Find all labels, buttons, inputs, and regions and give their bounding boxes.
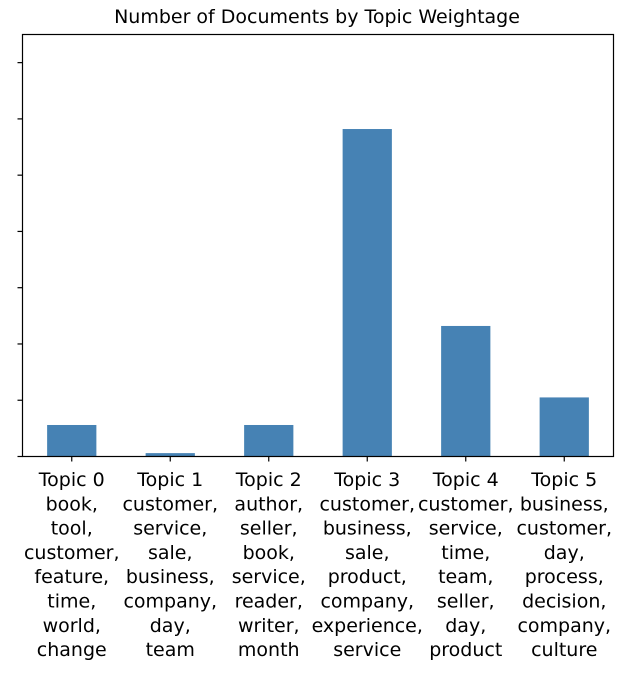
x-tick-label-line: tool, bbox=[51, 518, 93, 540]
x-tick-label-line: company, bbox=[320, 591, 414, 613]
x-tick-label-line: service, bbox=[429, 518, 503, 540]
x-tick-label-line: company, bbox=[123, 591, 217, 613]
x-tick-label-line: reader, bbox=[235, 591, 303, 613]
x-tick-label-line: customer, bbox=[516, 518, 612, 540]
x-tick-label-topic-3: Topic 3 customer, business, sale, product, co… bbox=[312, 469, 423, 661]
x-tick-label-line: day, bbox=[150, 615, 191, 637]
bar-topic-4 bbox=[441, 325, 491, 457]
x-tick-label-line: customer, bbox=[122, 493, 218, 515]
x-tick-label-line: feature, bbox=[34, 566, 109, 588]
x-tick-label-line: Topic 2 bbox=[235, 469, 302, 491]
bar-topic-5 bbox=[539, 397, 589, 457]
x-tick-label-line: service, bbox=[232, 566, 306, 588]
x-tick-label-topic-1: Topic 1 customer, service, sale, business, co… bbox=[122, 469, 218, 661]
bar-topic-2 bbox=[244, 424, 294, 457]
x-tick-label-line: team bbox=[146, 639, 195, 661]
x-tick-label-line: Topic 1 bbox=[136, 469, 203, 491]
x-tick-label-line: product bbox=[429, 639, 502, 661]
x-tick-label-line: world, bbox=[43, 615, 101, 637]
x-axis-ticks: Topic 0 book, tool, customer, feature, time, w… bbox=[24, 456, 612, 661]
x-tick-label-line: decision, bbox=[522, 591, 606, 613]
x-tick-label-line: business, bbox=[520, 493, 609, 515]
x-tick-label-line: business, bbox=[323, 518, 412, 540]
x-tick-label-line: seller, bbox=[240, 518, 298, 540]
bar-topic-3 bbox=[342, 129, 392, 457]
x-tick-label-line: customer, bbox=[418, 493, 514, 515]
x-tick-label-line: time, bbox=[47, 591, 96, 613]
y-axis-ticks bbox=[17, 62, 23, 458]
x-tick-label-topic-2: Topic 2 author, seller, book, service, reader… bbox=[232, 469, 306, 661]
x-tick-label-line: experience, bbox=[312, 615, 423, 637]
chart-title: Number of Documents by Topic Weightage bbox=[114, 6, 520, 28]
plot-frame bbox=[21, 33, 615, 458]
x-tick-label-topic-5: Topic 5 business, customer, day, process, dec… bbox=[516, 469, 612, 661]
x-tick-label-line: change bbox=[37, 639, 107, 661]
x-tick-label-line: Topic 3 bbox=[333, 469, 400, 491]
x-tick-label-line: book, bbox=[243, 542, 295, 564]
x-tick-label-line: business, bbox=[126, 566, 215, 588]
bar-topic-1 bbox=[145, 453, 195, 457]
bar-topic-0 bbox=[47, 424, 97, 457]
x-tick-label-line: Topic 0 bbox=[38, 469, 105, 491]
x-tick-label-line: culture bbox=[531, 639, 597, 661]
x-tick-label-line: customer, bbox=[319, 493, 415, 515]
x-tick-label-line: writer, bbox=[238, 615, 300, 637]
x-tick-label-topic-0: Topic 0 book, tool, customer, feature, time, w… bbox=[24, 469, 120, 661]
x-tick-label-line: process, bbox=[525, 566, 604, 588]
x-tick-label-line: Topic 5 bbox=[530, 469, 597, 491]
x-tick-label-line: team, bbox=[438, 566, 493, 588]
x-tick-label-line: product, bbox=[328, 566, 407, 588]
x-tick-label-line: service bbox=[333, 639, 401, 661]
x-tick-label-line: book, bbox=[46, 493, 98, 515]
x-tick-label-line: service, bbox=[133, 518, 207, 540]
x-tick-label-line: time, bbox=[441, 542, 490, 564]
x-tick-label-line: seller, bbox=[437, 591, 495, 613]
x-tick-label-line: company, bbox=[517, 615, 611, 637]
x-tick-label-line: author, bbox=[234, 493, 303, 515]
x-tick-label-line: sale, bbox=[345, 542, 390, 564]
x-tick-label-line: day, bbox=[544, 542, 585, 564]
x-tick-label-topic-4: Topic 4 customer, service, time, team, seller… bbox=[418, 469, 514, 661]
x-tick-label-line: customer, bbox=[24, 542, 120, 564]
bars-group bbox=[47, 129, 589, 457]
x-tick-label-line: month bbox=[238, 639, 300, 661]
x-tick-label-line: Topic 4 bbox=[432, 469, 499, 491]
x-tick-label-line: sale, bbox=[148, 542, 193, 564]
x-tick-label-line: day, bbox=[445, 615, 486, 637]
